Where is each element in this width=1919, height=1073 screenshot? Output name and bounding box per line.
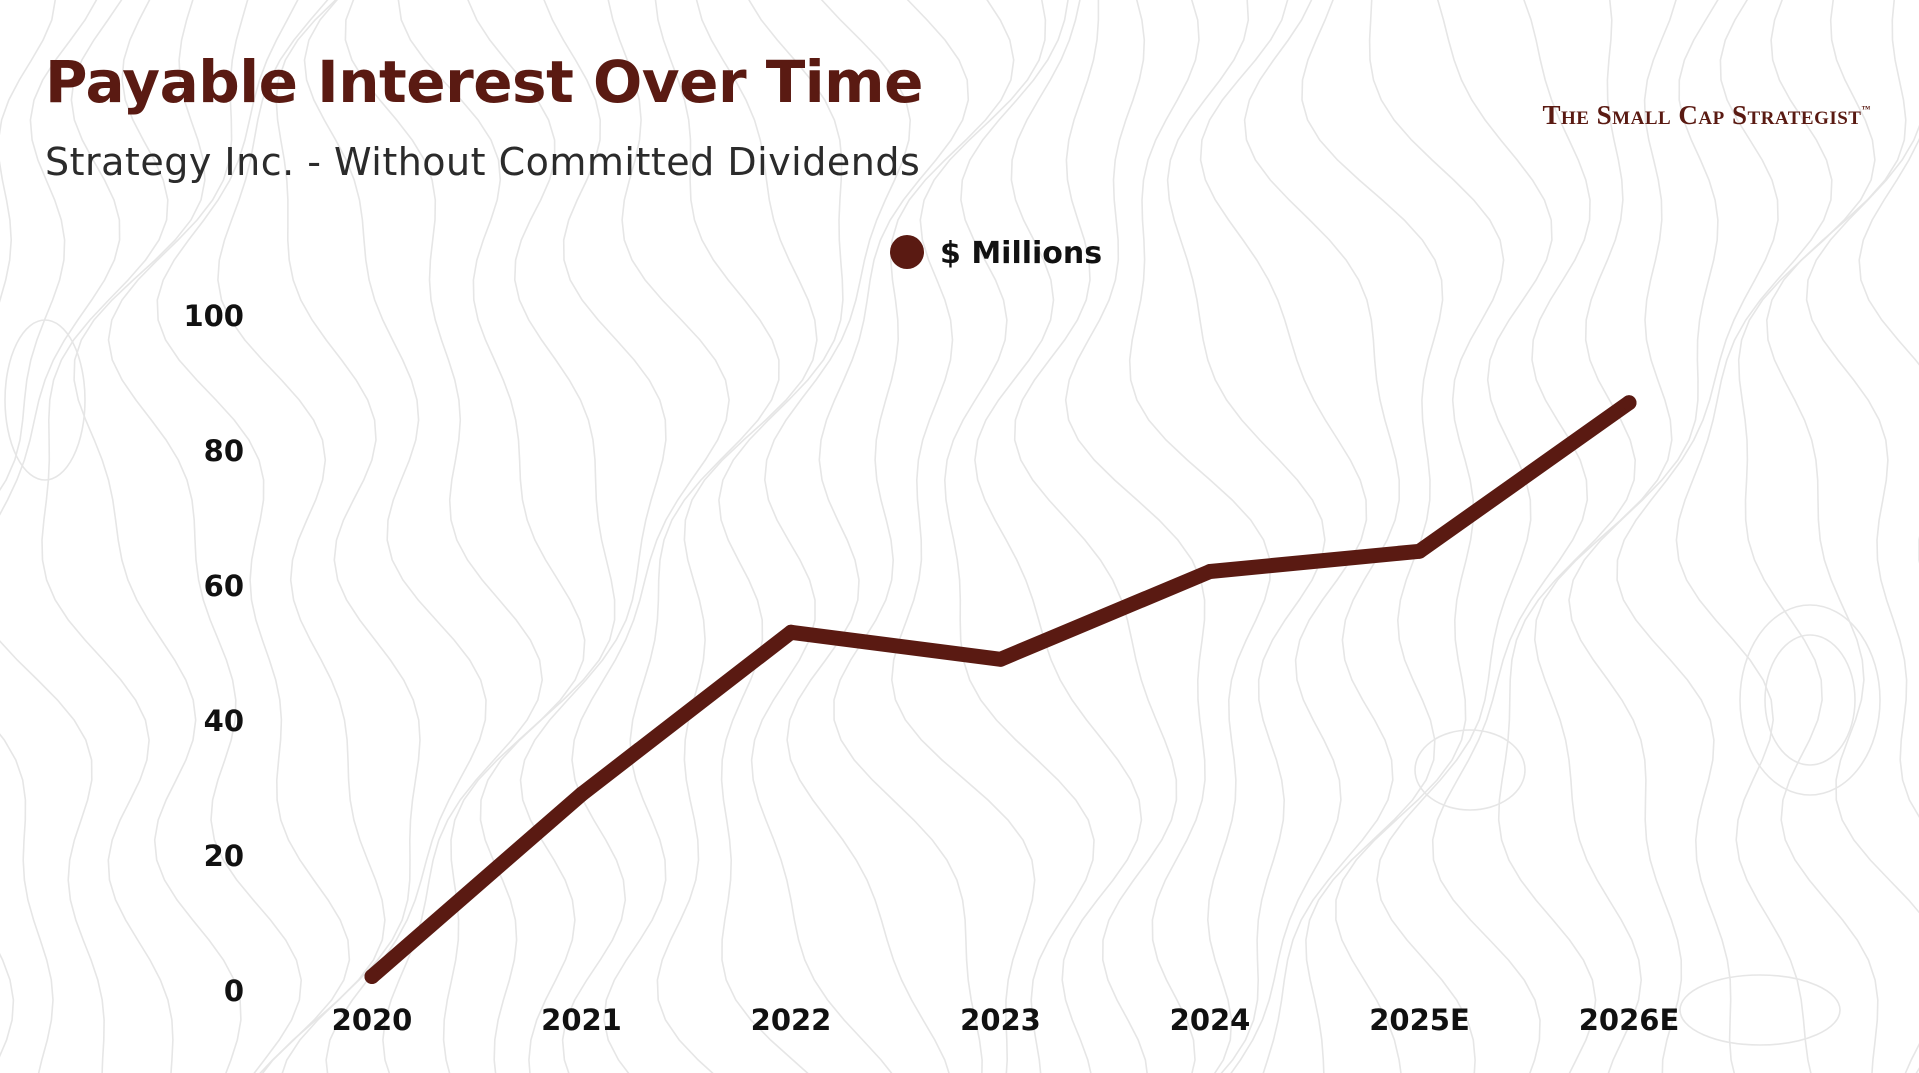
contour-line bbox=[0, 0, 123, 1073]
contour-line bbox=[1858, 137, 1919, 564]
contour-line bbox=[1616, 0, 1779, 1073]
x-tick-label: 2022 bbox=[751, 1003, 832, 1037]
contour-line bbox=[1376, 0, 1553, 1073]
contour-line bbox=[1128, 0, 1271, 1073]
x-tick-label: 2026E bbox=[1579, 1003, 1680, 1037]
contour-line bbox=[1064, 0, 1206, 1073]
contour-line bbox=[656, 0, 818, 1073]
contour-line bbox=[156, 0, 351, 1073]
contour-loop bbox=[4, 319, 86, 481]
series-group bbox=[364, 395, 1637, 984]
contour-line bbox=[1675, 0, 1833, 1073]
contour-loop bbox=[1739, 604, 1881, 796]
contour-line bbox=[750, 0, 912, 1073]
page-title: Payable Interest Over Time bbox=[45, 48, 923, 116]
page-subtitle: Strategy Inc. - Without Committed Divide… bbox=[45, 140, 921, 184]
y-tick-label: 0 bbox=[224, 974, 244, 1008]
contour-line bbox=[217, 0, 386, 1073]
y-tick-label: 20 bbox=[204, 839, 244, 873]
legend-marker bbox=[890, 235, 924, 269]
brand-logo: The Small Cap Strategist™ bbox=[1542, 100, 1871, 131]
contour-line bbox=[1243, 0, 1400, 1073]
x-tick-label: 2020 bbox=[332, 1003, 413, 1037]
contour-line bbox=[397, 0, 586, 1073]
contour-line bbox=[344, 0, 544, 1073]
x-axis: 2020 2021 2022 2023 2024 2025E 2026E bbox=[332, 1003, 1680, 1037]
contour-line bbox=[1301, 0, 1444, 1073]
data-point bbox=[993, 651, 1008, 667]
contour-line bbox=[1199, 0, 1368, 1073]
contour-line bbox=[467, 0, 616, 1073]
x-tick-label: 2021 bbox=[541, 1003, 622, 1037]
contour-line bbox=[974, 0, 1143, 1073]
contour-line bbox=[1765, 0, 1919, 1073]
contour-line bbox=[0, 0, 98, 1073]
contour-loop bbox=[1764, 634, 1856, 766]
brand-name: The Small Cap Strategist bbox=[1542, 100, 1862, 130]
contour-line bbox=[943, 0, 1095, 1073]
contour-line bbox=[1568, 0, 1719, 1073]
contour-line bbox=[275, 0, 421, 1073]
y-tick-label: 40 bbox=[204, 704, 244, 738]
legend-label: $ Millions bbox=[940, 236, 1102, 271]
y-tick-label: 60 bbox=[204, 569, 244, 603]
contour-line bbox=[303, 0, 487, 1073]
y-tick-label: 80 bbox=[204, 434, 244, 468]
contour-loop bbox=[1414, 729, 1526, 811]
data-point bbox=[364, 969, 380, 984]
contour-line bbox=[1497, 0, 1637, 1073]
contour-line bbox=[1737, 0, 1879, 1073]
x-tick-label: 2024 bbox=[1170, 1003, 1251, 1037]
contour-line bbox=[107, 0, 303, 1073]
data-point bbox=[574, 786, 589, 802]
trademark-mark: ™ bbox=[1861, 104, 1871, 114]
contour-line bbox=[41, 0, 174, 1073]
contour-line bbox=[1805, 124, 1919, 1073]
y-tick-label: 100 bbox=[183, 299, 244, 333]
contour-loop bbox=[1679, 974, 1841, 1046]
contour-line bbox=[1335, 0, 1505, 1073]
contour-line bbox=[890, 0, 1047, 1073]
x-tick-label: 2023 bbox=[960, 1003, 1041, 1037]
contour-line bbox=[1431, 0, 1591, 1073]
contour-line bbox=[1533, 0, 1677, 1073]
contour-line bbox=[833, 0, 1015, 1073]
data-point bbox=[1412, 543, 1427, 559]
contour-line bbox=[73, 0, 242, 1073]
contour-line bbox=[0, 0, 57, 1058]
x-tick-label: 2025E bbox=[1369, 1003, 1470, 1037]
contour-line bbox=[718, 0, 844, 1073]
y-axis: 0 20 40 60 80 100 bbox=[183, 299, 244, 1008]
data-point bbox=[1202, 564, 1218, 579]
contour-line bbox=[1013, 0, 1178, 1073]
contour-line bbox=[786, 0, 970, 1073]
contour-line bbox=[603, 0, 780, 1073]
data-point bbox=[783, 624, 799, 640]
contour-line bbox=[519, 0, 667, 1073]
data-point bbox=[1621, 395, 1637, 411]
contour-line bbox=[561, 0, 730, 1073]
chart-legend: $ Millions bbox=[890, 235, 1102, 271]
contour-line bbox=[1166, 0, 1326, 1073]
series-line bbox=[364, 395, 1637, 984]
